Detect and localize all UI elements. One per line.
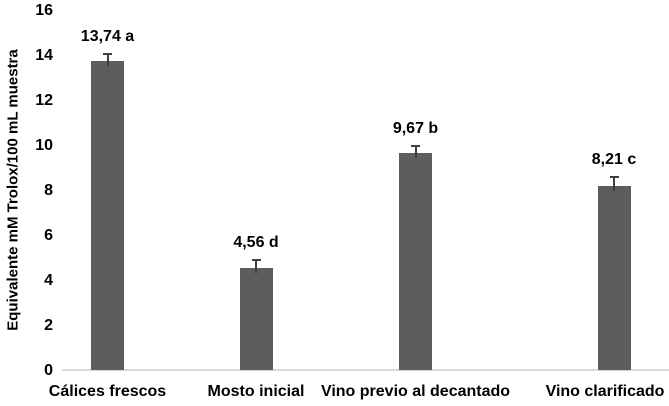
y-tick-label: 14 — [35, 46, 53, 64]
bar-4 — [597, 185, 631, 371]
data-label: 13,74 a — [80, 28, 135, 46]
x-category-label: Vino previo al decantado — [320, 383, 511, 400]
bar-3 — [399, 152, 432, 371]
y-tick-label: 10 — [35, 136, 53, 154]
bar-2 — [239, 267, 273, 371]
error-bar-cap — [411, 145, 420, 148]
y-tick-label: 8 — [44, 181, 53, 199]
x-category-label: Mosto inicial — [207, 383, 305, 400]
data-label: 4,56 d — [233, 233, 279, 251]
bar-1 — [91, 61, 124, 371]
y-tick-label: 12 — [35, 91, 53, 109]
y-tick-label: 6 — [44, 226, 53, 244]
y-tick-label: 2 — [44, 316, 53, 334]
y-tick-label: 0 — [44, 361, 53, 379]
data-label: 9,67 b — [392, 120, 439, 138]
error-bar-stem — [414, 145, 417, 158]
error-bar-cap — [251, 258, 261, 261]
data-label: 8,21 c — [591, 150, 637, 168]
y-tick-label: 4 — [44, 271, 53, 289]
y-tick-label: 16 — [35, 1, 53, 19]
y-axis-tick-labels: 0 2 4 6 8 10 12 14 16 — [0, 0, 53, 406]
error-bar-cap — [609, 175, 619, 178]
x-axis-line — [62, 369, 669, 371]
x-category-label: Vino clarificado — [545, 383, 665, 400]
x-category-label: Cálices frescos — [48, 383, 167, 400]
error-bar-stem — [106, 53, 109, 67]
error-bar-cap — [103, 53, 112, 56]
error-bar-stem — [255, 258, 257, 273]
error-bar-stem — [613, 175, 615, 191]
